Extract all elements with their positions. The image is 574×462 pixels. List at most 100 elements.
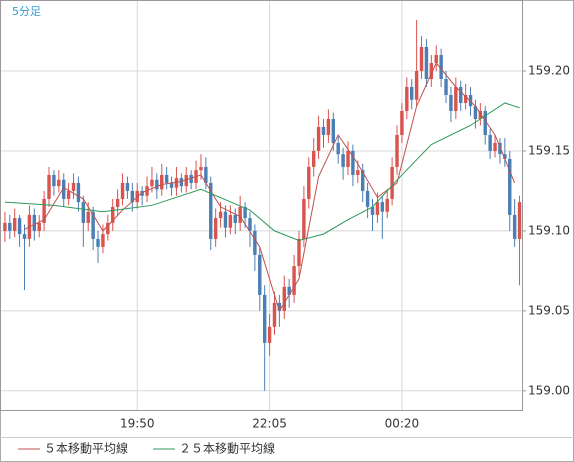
candle-body [174, 178, 179, 188]
candle-body [101, 234, 105, 247]
candle-body [66, 190, 71, 199]
candle-body [331, 118, 336, 143]
candle-body [356, 170, 360, 175]
y-tick-label: 159.20 [528, 63, 570, 77]
candle-body [400, 110, 404, 135]
candle-body [223, 211, 228, 228]
candle-body [307, 166, 311, 199]
candle-body [429, 63, 434, 79]
candle-body [277, 302, 282, 311]
candle-body [228, 214, 233, 228]
candle-body [8, 222, 12, 231]
candle-body [91, 211, 95, 239]
candle-body [390, 166, 394, 199]
x-tick-label: 22:05 [252, 417, 287, 431]
candle-body [375, 202, 380, 215]
candle-body [62, 179, 66, 199]
candle-body [120, 182, 125, 199]
candle-body [410, 86, 414, 100]
candle-body [258, 254, 262, 295]
moving-average-line [24, 62, 516, 313]
candle-body [498, 142, 502, 155]
candle-body [297, 238, 301, 267]
chart-title: 5分足 [12, 5, 41, 18]
candle-body [316, 126, 321, 151]
candle-body [155, 179, 159, 190]
candle-body [478, 110, 483, 119]
y-tick-label: 159.10 [528, 223, 570, 237]
candle-body [341, 154, 345, 167]
candle-body [262, 294, 267, 343]
candle-body [346, 150, 350, 167]
candle-body [12, 218, 17, 231]
candle-body [160, 174, 164, 190]
candle-body [76, 182, 81, 203]
candle-body [493, 142, 497, 151]
candle-body [57, 179, 61, 187]
candle-body [483, 110, 487, 135]
candle-body [3, 222, 7, 231]
x-tick-label: 19:50 [120, 417, 155, 431]
candle-body [287, 286, 291, 295]
candle-body [189, 174, 193, 183]
candle-body [512, 214, 517, 239]
candle-body [233, 214, 237, 223]
legend-label: ５本移動平均線 [44, 441, 128, 456]
candle-body [140, 190, 144, 196]
candle-body [199, 166, 203, 171]
candle-body [150, 179, 154, 187]
candle-body [96, 238, 100, 247]
candle-body [517, 202, 522, 239]
candle-body [459, 86, 463, 103]
candle-body [253, 230, 257, 255]
y-tick-label: 159.00 [528, 383, 570, 397]
candle-body [204, 166, 208, 183]
candle-body [468, 94, 473, 107]
candle-body [37, 222, 41, 231]
candle-body [169, 182, 174, 188]
candle-body [282, 286, 286, 311]
candle-body [405, 86, 409, 111]
candle-body [370, 206, 375, 215]
candle-body [248, 218, 252, 231]
candle-body [32, 214, 37, 231]
candle-body [503, 154, 507, 159]
x-tick-label: 00:20 [385, 417, 420, 431]
candle-body [488, 134, 492, 151]
candle-body [463, 94, 468, 103]
candle-body [414, 70, 419, 100]
legend-label: ２５本移動平均線 [179, 441, 275, 456]
plot [3, 19, 522, 391]
candle-body [218, 211, 223, 219]
candle-body [179, 178, 184, 187]
candle-body [385, 198, 389, 212]
candle-body [243, 206, 247, 219]
candle-body [321, 126, 326, 135]
candle-body [424, 47, 429, 79]
candle-body [365, 190, 370, 207]
candle-body [22, 234, 27, 239]
candle-body [213, 218, 218, 239]
candle-body [439, 55, 443, 79]
candle-body [311, 150, 316, 167]
candle-body [164, 174, 169, 183]
moving-average-line [4, 102, 520, 242]
candle-body [449, 94, 453, 111]
plot-border [0, 0, 523, 411]
candle-body [292, 266, 296, 295]
candle-body [380, 202, 385, 212]
candle-body [336, 142, 340, 155]
candle-body [106, 222, 110, 235]
candle-body [209, 182, 213, 239]
candle-body [302, 198, 306, 239]
candle-body [444, 78, 448, 95]
candle-body [508, 158, 512, 215]
candle-body [473, 106, 478, 119]
y-tick-label: 159.05 [528, 303, 570, 317]
candle-body [395, 134, 399, 167]
candle-body [360, 170, 365, 191]
candle-body [326, 118, 331, 135]
candle-body [115, 198, 120, 207]
